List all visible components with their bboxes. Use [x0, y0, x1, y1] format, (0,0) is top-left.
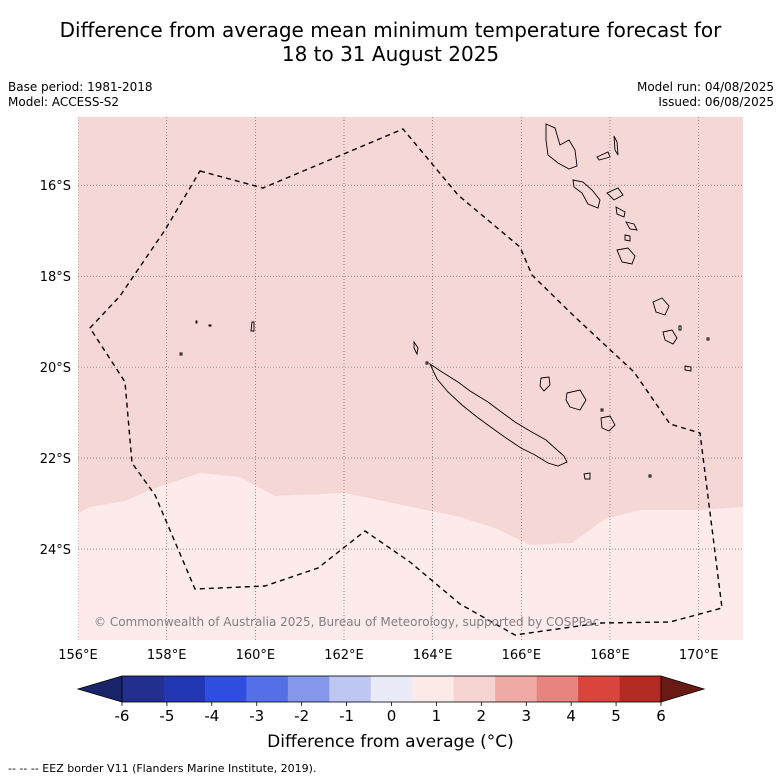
eez-footnote: -- -- -- EEZ border V11 (Flanders Marine…	[8, 762, 317, 775]
colorbar-swatch	[287, 676, 330, 702]
coast-small-islet-h	[425, 361, 429, 365]
coast-epi	[615, 206, 626, 218]
title-line-2: 18 to 31 August 2025	[281, 42, 500, 66]
coast-small-islet-i	[600, 408, 604, 412]
lon-tick-label: 156°E	[58, 648, 98, 663]
coast-matthew-island	[662, 329, 678, 345]
coast-mare	[600, 415, 616, 432]
colorbar-tick-label: 1	[432, 707, 442, 725]
colorbar-swatch	[578, 676, 620, 702]
coast-espiritu-santo	[545, 123, 578, 170]
map-title: Difference from average mean minimum tem…	[0, 18, 781, 66]
eez-border	[89, 128, 723, 636]
colorbar-tick-label: -6	[115, 707, 130, 725]
copyright-text: © Commonwealth of Australia 2025, Bureau…	[94, 615, 599, 629]
lat-tick-label: 16°S	[40, 179, 71, 194]
latitude-tick-labels: 16°S 18°S 20°S 22°S 24°S	[40, 179, 71, 558]
lat-tick-label: 24°S	[40, 543, 71, 558]
coast-chesterfield	[250, 321, 255, 332]
coast-ouvea	[539, 376, 551, 392]
lon-tick-label: 162°E	[324, 648, 364, 663]
colorbar-tick-label: 4	[566, 707, 576, 725]
colorbar-tick-label: 5	[611, 707, 621, 725]
lat-tick-label: 18°S	[40, 270, 71, 285]
colorbar-tick-label: 3	[521, 707, 531, 725]
anomaly-band-0-to-1	[78, 473, 743, 640]
model-name: Model: ACCESS-S2	[8, 95, 120, 109]
coast-maewo	[613, 135, 619, 156]
colorbar-swatch	[495, 676, 537, 702]
colorbar-over-arrow	[660, 675, 706, 703]
lon-tick-label: 164°E	[413, 648, 453, 663]
colorbar-swatch	[453, 676, 496, 702]
meta-left: Base period: 1981-2018 Model: ACCESS-S2	[8, 80, 153, 110]
coast-lifou	[565, 389, 587, 411]
colorbar-label: Difference from average (°C)	[267, 732, 514, 752]
coast-new-caledonia	[428, 362, 568, 467]
colorbar-swatch	[246, 676, 289, 702]
coast-hunter-islands	[652, 297, 670, 316]
lon-tick-label: 166°E	[502, 648, 542, 663]
title-line-1: Difference from average mean minimum tem…	[59, 18, 722, 42]
model-run: Model run: 04/08/2025	[636, 80, 774, 94]
lon-tick-label: 168°E	[590, 648, 630, 663]
colorbar-tick-label: -3	[249, 707, 264, 725]
longitude-tick-labels: 156°E 158°E 160°E 162°E 164°E 166°E 168°E 170°E	[58, 648, 718, 663]
coast-small-islet-c	[648, 474, 652, 478]
lon-tick-label: 170°E	[679, 648, 719, 663]
coast-tanna	[616, 247, 636, 265]
colorbar-swatch	[329, 676, 372, 702]
coast-pentecost	[606, 187, 624, 201]
colorbar-swatch	[370, 676, 413, 702]
lon-tick-label: 160°E	[236, 648, 276, 663]
coast-small-islet-a	[684, 365, 692, 372]
coast-erromango	[624, 234, 631, 242]
colorbar-under-arrow	[76, 675, 123, 703]
colorbar-tick-label: -4	[204, 707, 219, 725]
coast-small-islet-b	[678, 325, 682, 331]
colorbar-swatch	[536, 676, 579, 702]
issued-date: Issued: 06/08/2025	[658, 95, 774, 109]
map-grid	[78, 117, 743, 640]
coast-small-islet-g	[208, 324, 212, 327]
lon-tick-label: 158°E	[147, 648, 187, 663]
colorbar: -6 -5 -4 -3 -2 -1 0 1 2 3 4 5 6	[76, 675, 706, 725]
colorbar-tick-label: 6	[656, 707, 666, 725]
colorbar-swatch	[412, 676, 454, 702]
colorbar-swatch	[122, 676, 164, 702]
colorbar-swatch	[204, 676, 247, 702]
colorbar-tick-label: -2	[294, 707, 309, 725]
colorbar-swatch	[163, 676, 206, 702]
colorbar-swatch	[619, 676, 662, 702]
meta-right: Model run: 04/08/2025 Issued: 06/08/2025	[637, 80, 774, 110]
colorbar-tick-label: -1	[339, 707, 354, 725]
map-plot-area: © Commonwealth of Australia 2025, Bureau…	[78, 117, 743, 640]
coast-efate	[625, 221, 638, 231]
coast-malekula	[572, 179, 601, 209]
colorbar-tick-label: -5	[159, 707, 174, 725]
coast-ambae	[596, 151, 611, 161]
coast-isle-of-pines	[583, 472, 591, 480]
colorbar-tick-label: 0	[387, 707, 397, 725]
base-period: Base period: 1981-2018	[8, 80, 153, 94]
coast-small-islet-f	[195, 320, 198, 324]
lat-tick-label: 22°S	[40, 452, 71, 467]
coast-small-islet-e	[179, 352, 183, 356]
coast-small-islet-d	[706, 337, 710, 341]
coastlines	[179, 123, 710, 480]
lat-tick-label: 20°S	[40, 361, 71, 376]
coast-belep	[413, 340, 419, 356]
colorbar-tick-label: 2	[477, 707, 487, 725]
